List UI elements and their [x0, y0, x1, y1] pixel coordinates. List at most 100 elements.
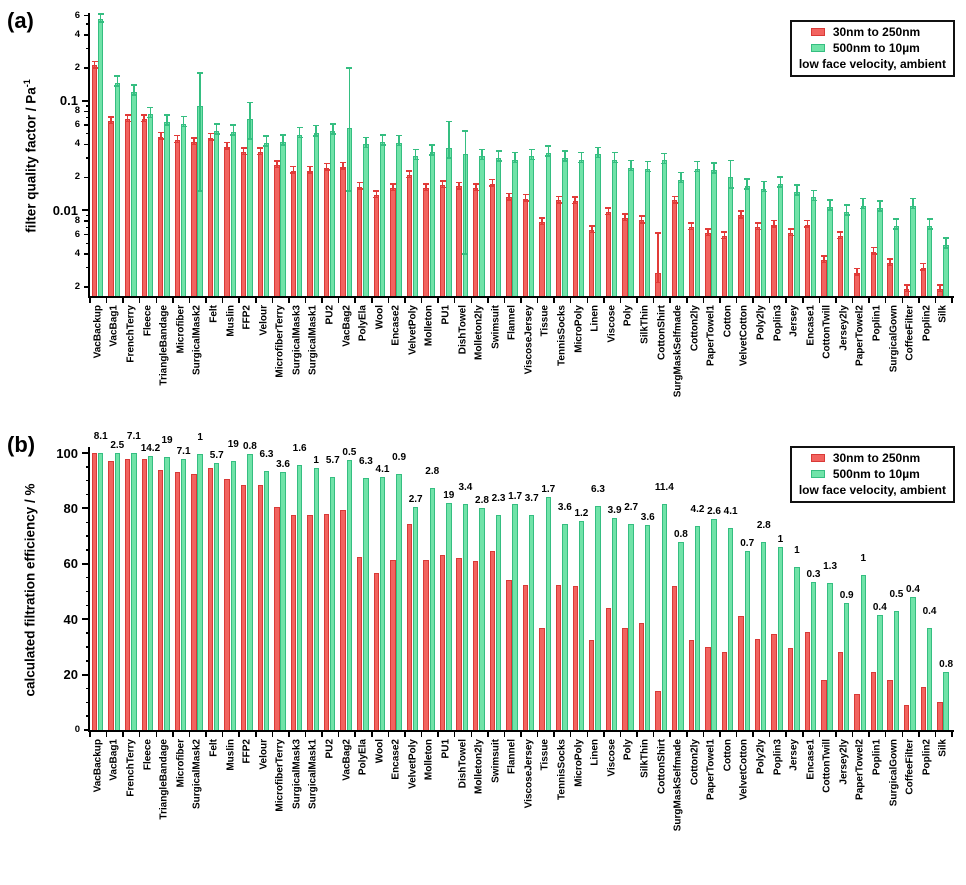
errorbar-cap: [472, 183, 479, 185]
bar-red-Linen: [589, 639, 595, 730]
errorbar-cap: [771, 219, 778, 222]
x-tick: [288, 732, 290, 737]
value-label-Poplin3: 1: [777, 534, 784, 546]
errorbar-cap: [240, 153, 247, 156]
errorbar-cap: [727, 159, 734, 162]
value-label-DishTowel: 3.4: [458, 482, 473, 494]
legend-green-swatch: [810, 470, 825, 478]
x-tick: [619, 732, 622, 737]
errorbar-cap: [257, 147, 264, 149]
x-tick: [818, 298, 821, 303]
bar-green-MicrofiberTerry: [280, 472, 286, 730]
x-tick: [105, 732, 108, 737]
x-label-FrenchTerry: FrenchTerry: [125, 739, 137, 797]
errorbar-red-PaperTowel2: [856, 268, 858, 275]
errorbar-cap: [478, 148, 485, 151]
errorbar-red-Tissue: [541, 218, 543, 225]
x-tick: [271, 732, 274, 737]
x-label-SurgicalMask1: SurgicalMask1: [307, 739, 319, 810]
bar-green-TennisSocks: [562, 523, 568, 730]
x-label-Felt: Felt: [208, 739, 220, 757]
errorbar-cap: [313, 135, 320, 137]
x-label-SurgicalMask2: SurgicalMask2: [191, 739, 203, 810]
x-tick: [122, 732, 124, 737]
y-tick-label: 2: [74, 171, 80, 183]
errorbar-cap: [572, 202, 579, 205]
x-tick: [337, 732, 340, 737]
errorbar-cap: [114, 75, 121, 77]
x-label-SilkThin: SilkThin: [639, 739, 651, 778]
y-tick: [82, 452, 90, 454]
errorbar-cap: [174, 134, 181, 137]
x-tick: [835, 298, 837, 303]
errorbar-cap: [246, 101, 253, 104]
bar-red-Cotton: [721, 652, 728, 730]
errorbar-cap: [91, 67, 98, 69]
bar-green-FrenchTerry: [131, 453, 137, 730]
bar-red-DishTowel: [456, 558, 462, 730]
x-tick: [586, 732, 589, 737]
x-tick: [884, 732, 887, 737]
bar-green-Poplin2: [926, 627, 933, 730]
bar-red-Poplin2: [920, 687, 927, 730]
value-label-Flannel: 1.7: [508, 491, 523, 503]
panel-b-legend: 30nm to 250nm 500nm to 10µm low face vel…: [789, 446, 955, 503]
x-tick: [337, 298, 340, 303]
errorbar-green-SurgicalMask2: [199, 72, 201, 191]
x-tick: [470, 732, 473, 737]
errorbar-red-FrenchTerry: [126, 115, 129, 122]
errorbar-cap: [489, 185, 496, 187]
legend-red-swatch: [810, 28, 825, 36]
x-tick: [603, 298, 605, 303]
y-tick: [86, 646, 90, 648]
errorbar-cap: [445, 120, 452, 123]
errorbar-red-MicroPoly: [574, 197, 576, 204]
errorbar-cap: [860, 207, 867, 210]
bar-green-Molleton: [429, 487, 435, 730]
x-label-Muslin: Muslin: [225, 739, 236, 771]
errorbar-red-CottonShirt: [657, 233, 659, 283]
errorbar-cap: [505, 192, 512, 195]
panel-a-x-axis-line: [88, 296, 954, 298]
value-label-MicrofiberTerry: 3.6: [276, 459, 290, 471]
errorbar-green-VacBag2: [348, 67, 351, 191]
x-tick: [122, 298, 124, 303]
x-tick: [503, 298, 506, 303]
bar-red-Viscose: [605, 608, 612, 730]
y-tick-label: 2: [74, 280, 80, 292]
value-label-VacBag1: 2.5: [110, 440, 125, 451]
errorbar-red-VacBag2: [342, 162, 344, 170]
errorbar-cap: [362, 136, 369, 139]
y-tick-label: 4: [74, 28, 80, 40]
errorbar-red-Swimsuit: [491, 179, 494, 187]
errorbar-cap: [936, 284, 943, 286]
bar-red-Cotton2ly: [688, 639, 694, 730]
x-tick: [951, 732, 953, 737]
errorbar-cap: [595, 146, 601, 149]
bar-red-Poly2ly: [754, 638, 761, 730]
value-label-Molleton2ly: 2.8: [475, 495, 489, 507]
errorbar-red-TriangleBandage: [160, 132, 162, 140]
bar-green-VacBackup: [98, 453, 104, 730]
x-label-VacBackup: VacBackup: [92, 739, 104, 793]
value-label-VacBag2: 0.5: [342, 446, 357, 458]
errorbar-cap: [628, 159, 635, 162]
errorbar-cap: [346, 190, 353, 192]
errorbar-green-Cotton: [729, 160, 732, 188]
x-tick: [735, 298, 738, 303]
errorbar-cap: [180, 115, 187, 118]
errorbar-cap: [307, 172, 313, 174]
value-label-CottonTwill: 1.3: [823, 561, 838, 573]
bar-green-PU1: [446, 502, 452, 730]
errorbar-cap: [373, 190, 380, 192]
errorbar-cap: [920, 262, 927, 265]
bar-green-MicroPoly: [578, 520, 585, 730]
y-tick-label: 8: [74, 214, 80, 226]
errorbar-cap: [273, 160, 280, 162]
errorbar-cap: [843, 204, 850, 206]
errorbar-cap: [522, 193, 529, 196]
errorbar-green-VacBackup: [99, 14, 102, 22]
errorbar-cap: [887, 264, 894, 267]
bar-green-PU2: [330, 476, 336, 730]
errorbar-cap: [688, 228, 695, 231]
